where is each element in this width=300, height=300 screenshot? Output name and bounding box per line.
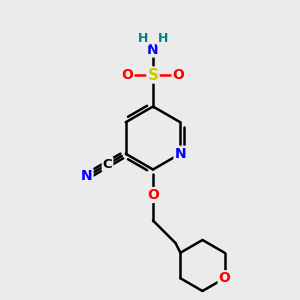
Text: N: N	[147, 43, 159, 56]
Text: N: N	[175, 147, 186, 161]
Text: H: H	[138, 32, 148, 45]
Text: H: H	[158, 32, 168, 45]
Text: N: N	[81, 169, 93, 183]
Text: S: S	[148, 68, 158, 82]
Text: O: O	[122, 68, 134, 82]
Text: C: C	[103, 158, 112, 171]
Text: O: O	[147, 188, 159, 202]
Text: O: O	[219, 271, 230, 285]
Text: O: O	[172, 68, 184, 82]
